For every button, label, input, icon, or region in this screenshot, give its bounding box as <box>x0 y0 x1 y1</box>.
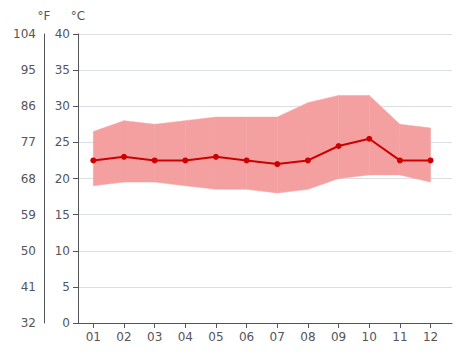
svg-text:03: 03 <box>147 330 162 344</box>
svg-text:01: 01 <box>86 330 101 344</box>
svg-text:07: 07 <box>270 330 285 344</box>
svg-text:104: 104 <box>13 27 36 41</box>
svg-text:20: 20 <box>55 172 70 186</box>
svg-text:05: 05 <box>208 330 223 344</box>
svg-text:°F: °F <box>38 9 51 23</box>
svg-text:77: 77 <box>21 135 36 149</box>
svg-text:10: 10 <box>55 244 70 258</box>
svg-text:59: 59 <box>21 208 36 222</box>
svg-text:35: 35 <box>55 63 70 77</box>
svg-text:10: 10 <box>362 330 377 344</box>
svg-text:15: 15 <box>55 208 70 222</box>
svg-text:86: 86 <box>21 99 36 113</box>
svg-text:06: 06 <box>239 330 254 344</box>
svg-text:5: 5 <box>62 280 70 294</box>
svg-text:11: 11 <box>392 330 407 344</box>
svg-text:°C: °C <box>71 9 85 23</box>
svg-text:95: 95 <box>21 63 36 77</box>
svg-text:0: 0 <box>62 316 70 330</box>
svg-text:25: 25 <box>55 135 70 149</box>
svg-text:50: 50 <box>21 244 36 258</box>
svg-text:32: 32 <box>21 316 36 330</box>
svg-text:30: 30 <box>55 99 70 113</box>
svg-text:04: 04 <box>178 330 193 344</box>
svg-text:12: 12 <box>423 330 438 344</box>
svg-text:40: 40 <box>55 27 70 41</box>
svg-text:09: 09 <box>331 330 346 344</box>
svg-text:08: 08 <box>300 330 315 344</box>
svg-text:02: 02 <box>116 330 131 344</box>
svg-text:68: 68 <box>21 172 36 186</box>
svg-text:41: 41 <box>21 280 36 294</box>
